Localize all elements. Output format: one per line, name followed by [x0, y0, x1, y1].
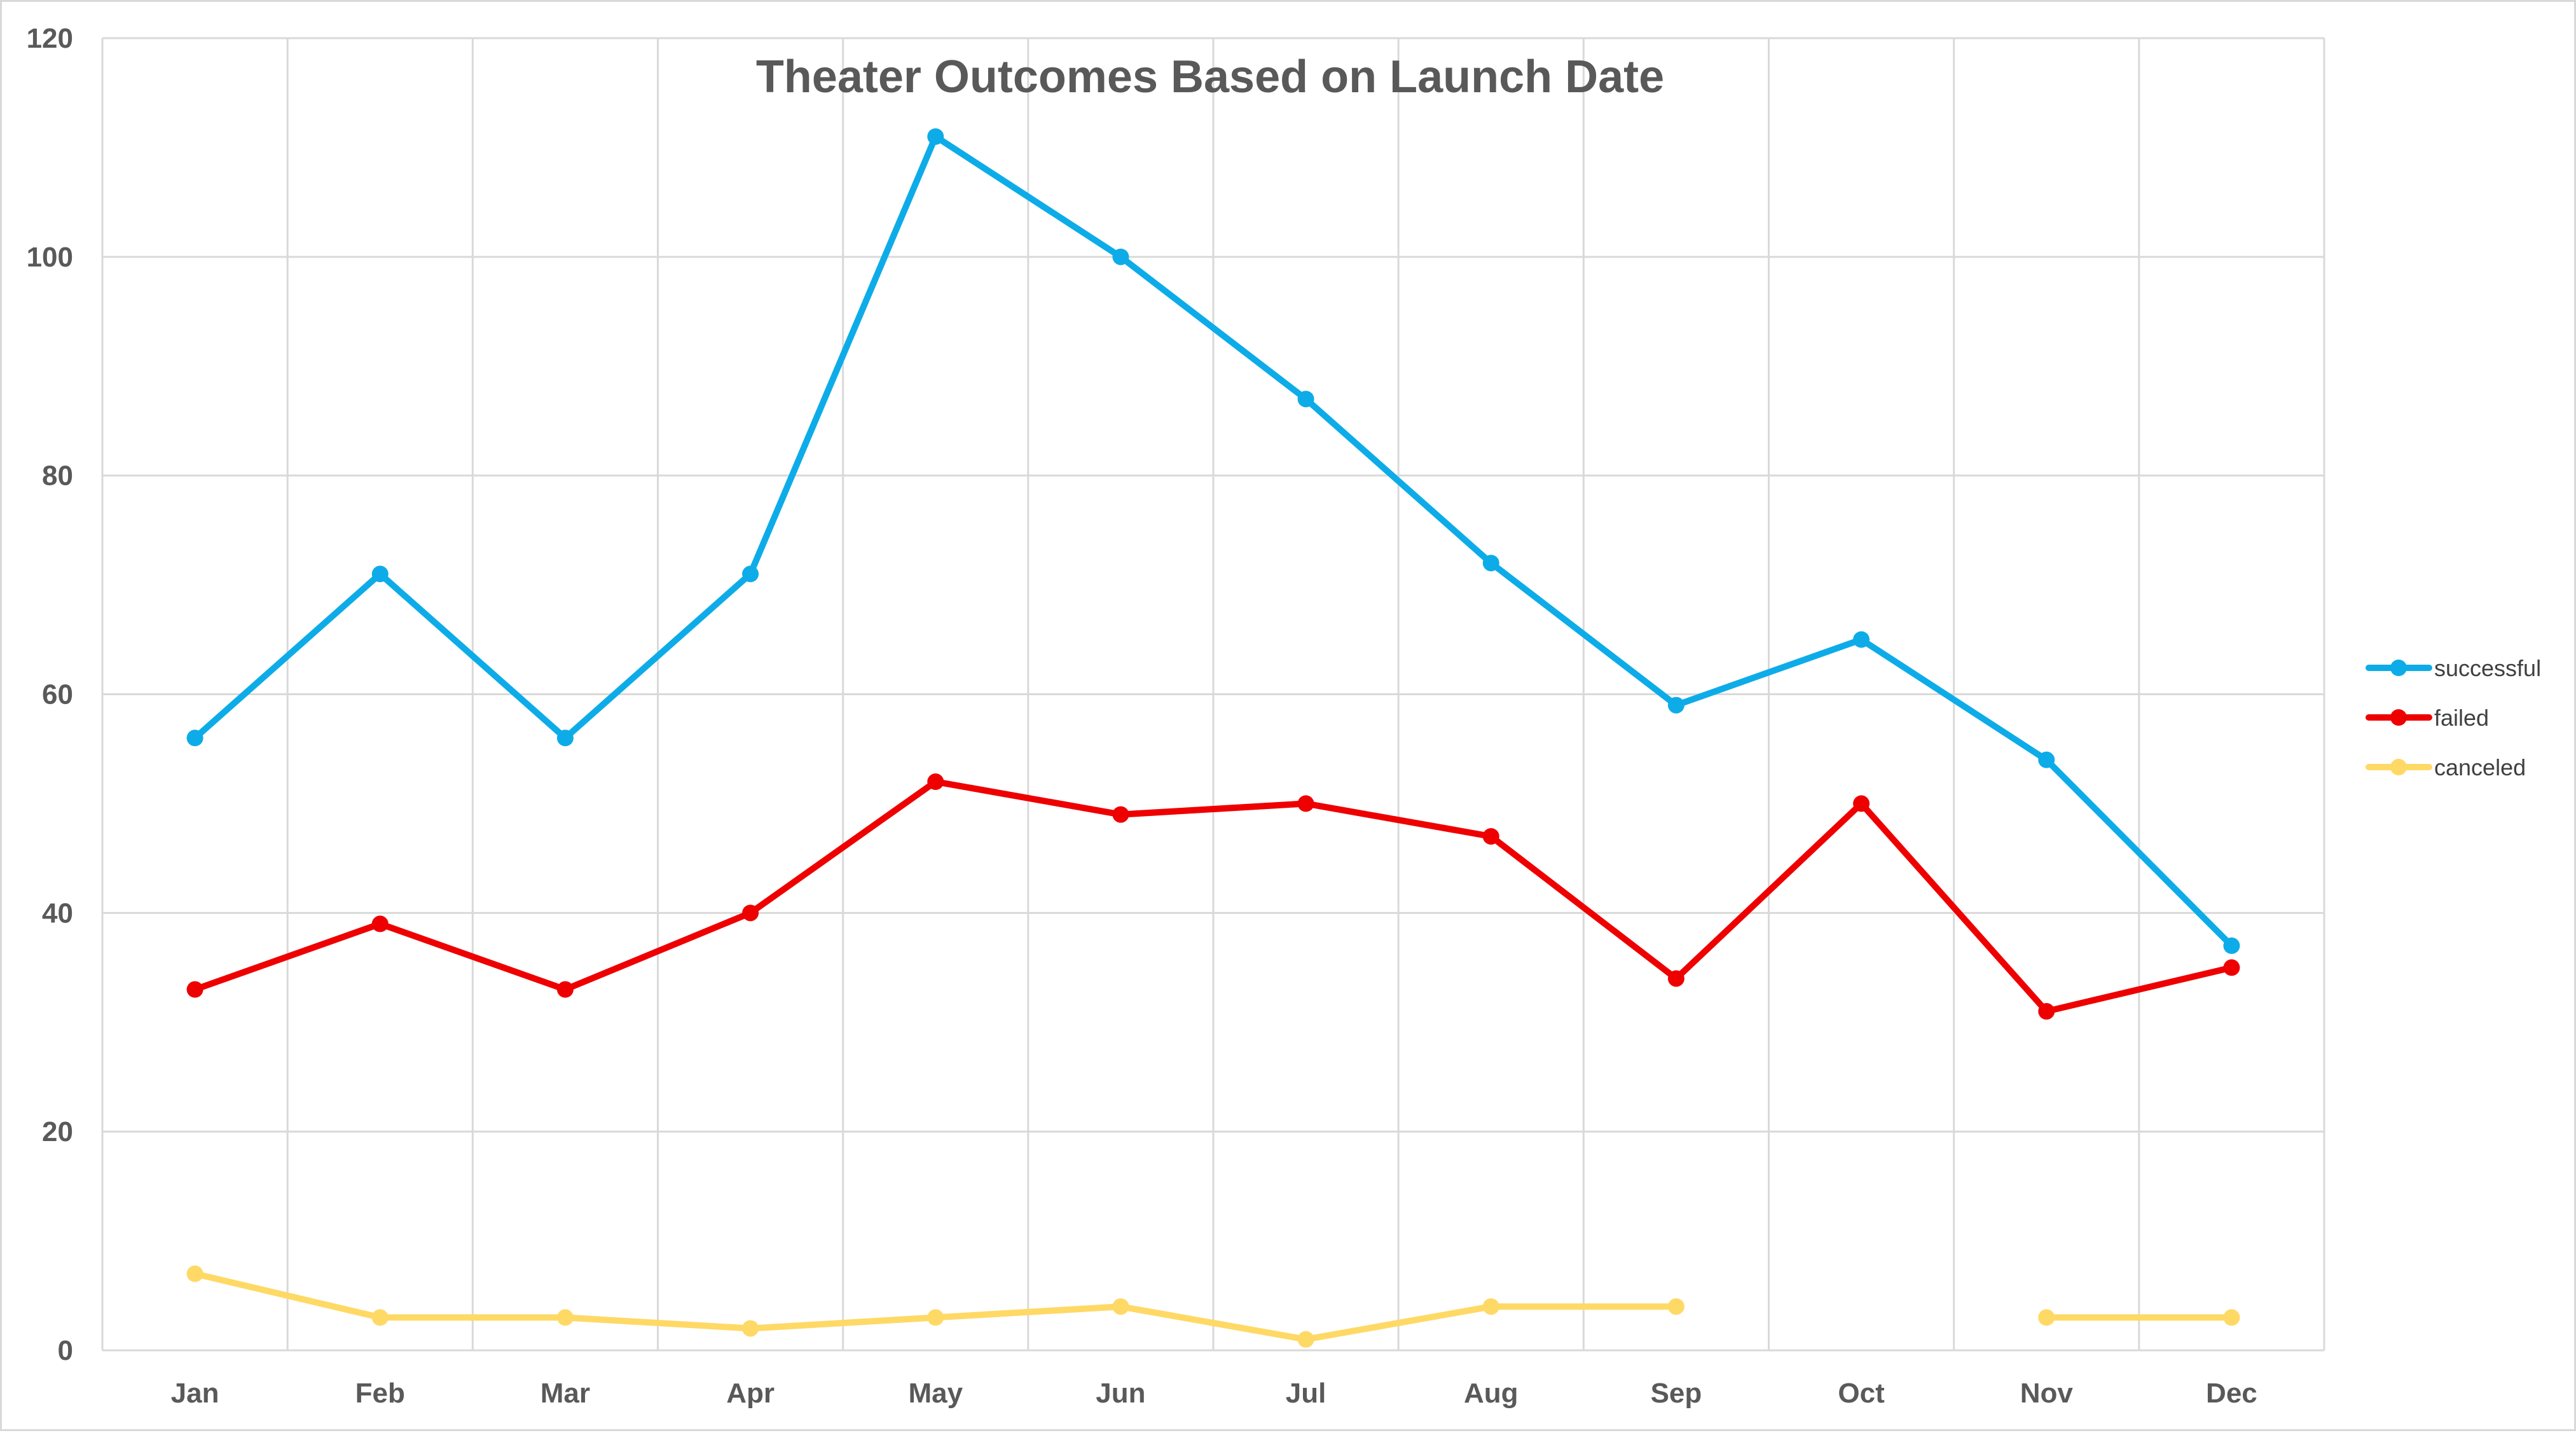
series-successful [186, 128, 2240, 954]
x-tick-label: Jan [171, 1378, 219, 1409]
data-point [556, 981, 574, 998]
x-tick-label: Dec [2206, 1378, 2257, 1409]
data-point [1667, 696, 1684, 714]
data-point [1853, 795, 1870, 812]
x-tick-label: Apr [726, 1378, 775, 1409]
series-canceled [186, 1265, 2240, 1348]
gridlines [101, 37, 2325, 1352]
data-point [371, 915, 389, 932]
y-tick-label: 0 [58, 1335, 73, 1366]
x-tick-label: Sep [1651, 1378, 1702, 1409]
series-failed [186, 773, 2240, 1020]
data-point [1482, 1298, 1499, 1315]
x-tick-label: Jun [1096, 1378, 1145, 1409]
data-point [556, 1309, 574, 1326]
y-tick-label: 20 [42, 1116, 73, 1147]
legend-swatch-marker [2390, 759, 2407, 775]
data-point [927, 773, 944, 791]
data-point [2223, 937, 2240, 954]
data-point [1297, 1331, 1314, 1348]
legend-label: canceled [2434, 754, 2526, 780]
x-tick-label: Oct [1838, 1378, 1885, 1409]
series-lines [186, 128, 2240, 1348]
data-point [186, 730, 203, 747]
data-point [2038, 1309, 2055, 1326]
legend-swatch-marker [2390, 709, 2407, 726]
data-point [1297, 795, 1314, 812]
y-tick-label: 40 [42, 897, 73, 929]
y-tick-label: 120 [27, 23, 73, 54]
data-point [2223, 959, 2240, 976]
chart-title: Theater Outcomes Based on Launch Date [756, 52, 1664, 102]
data-point [2223, 1309, 2240, 1326]
y-tick-label: 60 [42, 679, 73, 710]
data-point [742, 1320, 759, 1337]
legend-swatch-marker [2390, 660, 2407, 676]
x-tick-label: May [908, 1378, 963, 1409]
data-point [742, 565, 759, 583]
data-point [1482, 827, 1499, 845]
data-point [1112, 1298, 1129, 1315]
series-line [191, 779, 2235, 1015]
legend: successful failed canceled [2366, 655, 2541, 780]
legend-item-successful: successful [2366, 655, 2541, 681]
data-point [371, 565, 389, 583]
x-tick-label: Jul [1286, 1378, 1326, 1409]
data-point [927, 1309, 944, 1326]
legend-label: failed [2434, 705, 2489, 731]
data-point [2038, 1003, 2055, 1020]
data-point [371, 1309, 389, 1326]
data-point [1667, 1298, 1684, 1315]
y-tick-label: 100 [27, 242, 73, 273]
data-point [1112, 248, 1129, 265]
x-tick-label: Mar [541, 1378, 590, 1409]
y-tick-label: 80 [42, 460, 73, 492]
data-point [186, 981, 203, 998]
legend-label: successful [2434, 655, 2541, 681]
data-point [1482, 555, 1499, 572]
data-point [1667, 970, 1684, 987]
series-line [191, 1270, 1679, 1343]
data-point [1853, 631, 1870, 648]
data-point [1297, 391, 1314, 408]
data-point [2038, 751, 2055, 768]
legend-item-canceled: canceled [2366, 754, 2526, 780]
data-point [186, 1265, 203, 1282]
data-point [927, 128, 944, 145]
axes: 0 20 40 60 80 100 120 Jan Feb Mar Apr May Jun Jul Aug S… [27, 23, 2257, 1409]
x-tick-label: Aug [1464, 1378, 1519, 1409]
series-line [191, 133, 2235, 949]
data-point [1112, 806, 1129, 823]
x-tick-label: Nov [2020, 1378, 2074, 1409]
data-point [742, 904, 759, 922]
x-tick-label: Feb [355, 1378, 405, 1409]
data-point [556, 730, 574, 747]
legend-item-failed: failed [2366, 705, 2489, 731]
